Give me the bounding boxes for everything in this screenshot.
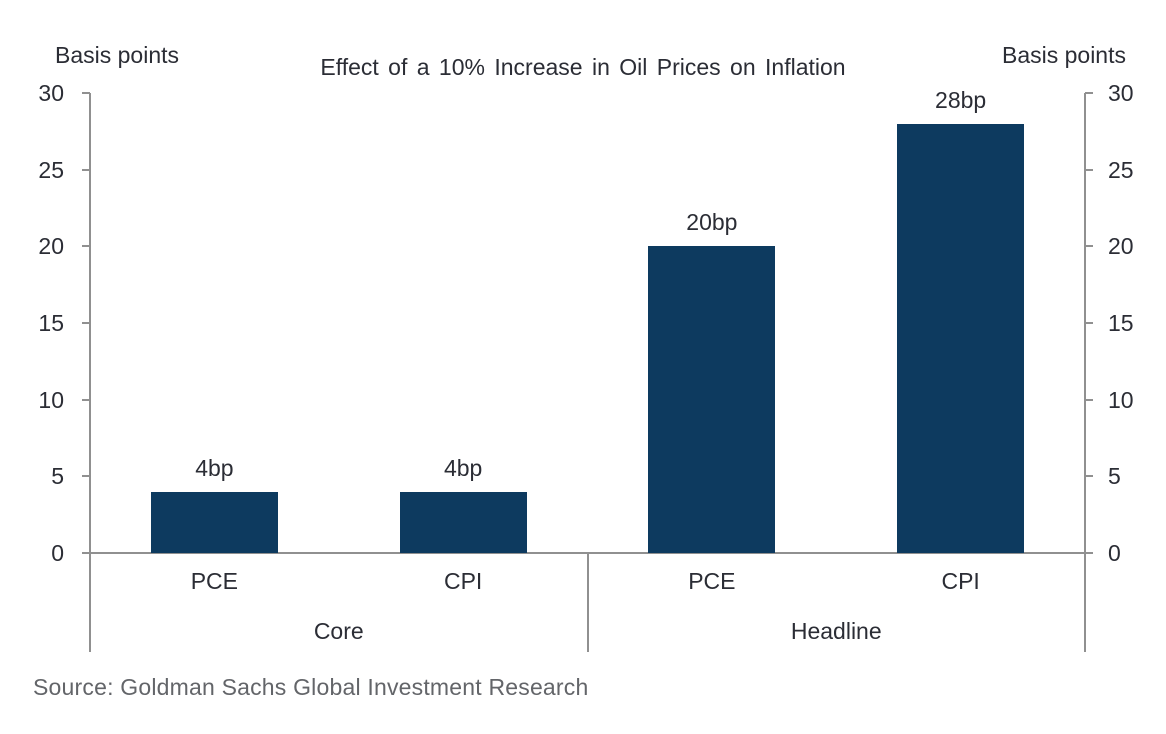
bar-value-label: 28bp [935, 86, 987, 113]
left-y-tick [82, 322, 90, 324]
category-label: PCE [190, 568, 239, 594]
right-axis-title: Basis points [1001, 42, 1126, 68]
left-y-tick-label: 10 [38, 386, 64, 413]
bar [648, 246, 776, 553]
bar [897, 123, 1025, 553]
left-y-tick [82, 398, 90, 401]
bar-value-label: 4bp [443, 454, 483, 481]
category-label: CPI [443, 568, 483, 594]
left-y-tick-label: 20 [38, 233, 64, 260]
right-y-tick [1085, 245, 1093, 248]
chart-title: Effect of a 10% Increase in Oil Prices o… [320, 54, 846, 80]
bar-value-label: 20bp [686, 209, 738, 236]
right-y-tick [1085, 322, 1093, 324]
right-y-tick-label: 20 [1108, 233, 1134, 260]
left-axis-line [89, 93, 91, 652]
category-label: PCE [688, 568, 736, 594]
right-y-tick-label: 10 [1108, 386, 1134, 413]
left-y-tick-label: 30 [38, 80, 64, 106]
right-y-tick-label: 0 [1108, 540, 1121, 566]
right-y-tick-label: 25 [1108, 156, 1134, 183]
right-y-tick-label: 5 [1108, 463, 1121, 490]
right-y-tick-label: 15 [1108, 310, 1134, 336]
left-axis-title: Basis points [55, 42, 180, 68]
left-y-tick [82, 552, 90, 554]
right-y-tick [1085, 92, 1093, 94]
left-y-tick [82, 168, 90, 171]
left-y-tick-label: 5 [51, 463, 64, 490]
group-label: Core [313, 618, 364, 644]
right-y-tick [1085, 475, 1093, 478]
right-y-tick [1085, 168, 1093, 171]
bar [399, 491, 527, 553]
left-y-tick-label: 15 [38, 310, 64, 336]
right-y-tick [1085, 552, 1093, 554]
category-label: CPI [941, 568, 980, 594]
left-y-tick-label: 0 [51, 540, 64, 566]
left-y-tick-label: 25 [38, 156, 64, 183]
group-separator-line [586, 553, 589, 652]
left-y-tick [82, 475, 90, 478]
right-axis-line [1084, 93, 1086, 652]
right-y-tick-label: 30 [1108, 80, 1134, 106]
right-y-tick [1085, 398, 1093, 401]
group-label: Headline [790, 618, 882, 644]
bar-value-label: 4bp [195, 454, 234, 481]
bar [150, 491, 278, 553]
source-note: Source: Goldman Sachs Global Investment … [33, 674, 589, 700]
left-y-tick [82, 92, 90, 94]
left-y-tick [82, 245, 90, 248]
